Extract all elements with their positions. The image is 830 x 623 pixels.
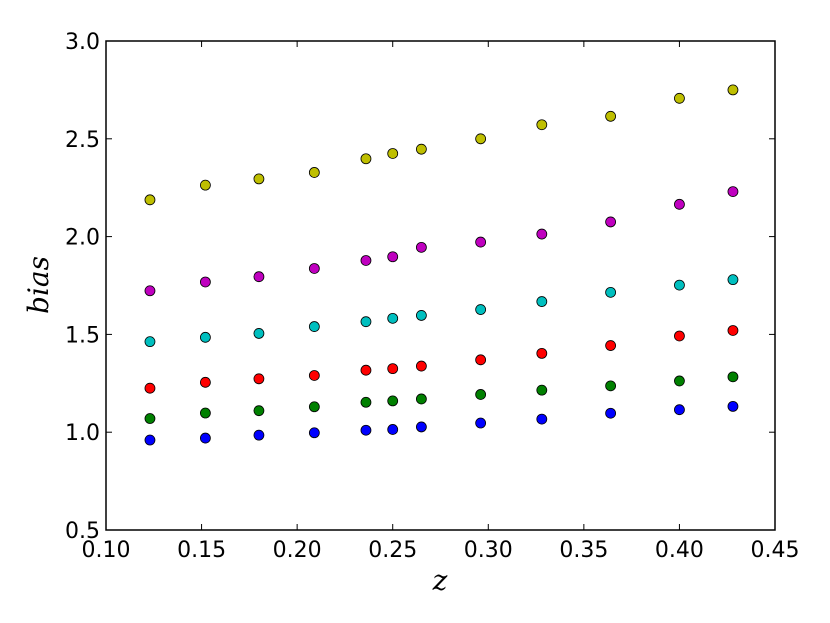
data-point (727, 400, 739, 412)
data-point (199, 276, 211, 288)
x-tick-label: 0.30 (464, 538, 513, 563)
data-point (605, 110, 617, 122)
x-tick-label: 0.10 (82, 538, 131, 563)
y-tick-label: 0.5 (65, 519, 100, 544)
data-point (475, 354, 487, 366)
data-point (253, 429, 265, 441)
y-tick-label: 2.0 (65, 226, 100, 251)
y-tick-label: 3.0 (65, 30, 100, 55)
data-point (199, 331, 211, 343)
data-point (199, 179, 211, 191)
data-point (605, 286, 617, 298)
data-point (415, 143, 427, 155)
data-point (144, 382, 156, 394)
x-tick-label: 0.20 (273, 538, 322, 563)
data-point (387, 424, 399, 435)
data-point (253, 373, 265, 385)
x-tick-label: 0.45 (751, 538, 800, 563)
data-point (415, 360, 427, 372)
data-point (387, 148, 399, 159)
data-point (415, 421, 427, 433)
data-point (674, 279, 685, 291)
data-point (253, 328, 265, 339)
data-point (475, 304, 487, 315)
data-point (144, 434, 156, 446)
data-point (360, 316, 372, 328)
data-point (199, 407, 211, 419)
data-point (475, 417, 487, 429)
data-point (536, 347, 548, 359)
data-point (253, 405, 265, 417)
data-point (360, 364, 372, 376)
data-point (360, 153, 372, 165)
x-tick-label: 0.25 (368, 538, 417, 563)
data-point (387, 395, 399, 407)
data-point (727, 325, 739, 336)
data-point (415, 310, 427, 321)
data-point (674, 198, 685, 210)
y-tick-label: 1.0 (65, 421, 100, 446)
data-point (360, 396, 372, 408)
plot-frame (105, 40, 776, 531)
data-point (308, 263, 320, 274)
x-tick-label: 0.40 (655, 538, 704, 563)
x-axis-label: z (432, 564, 448, 597)
data-point (674, 375, 685, 387)
data-point (727, 371, 739, 383)
data-point (536, 296, 548, 307)
data-point (415, 393, 427, 405)
data-point (387, 363, 399, 375)
data-point (360, 255, 372, 266)
data-point (144, 194, 156, 206)
data-point (475, 133, 487, 145)
data-point (308, 401, 320, 413)
data-point (605, 216, 617, 228)
data-point (387, 251, 399, 263)
data-point (536, 413, 548, 425)
data-point (360, 424, 372, 436)
data-point (536, 384, 548, 396)
x-tick-label: 0.35 (559, 538, 608, 563)
data-point (199, 376, 211, 388)
x-tick-label: 0.15 (177, 538, 226, 563)
data-point (387, 312, 399, 324)
data-point (727, 84, 739, 96)
data-point (536, 119, 548, 131)
data-point (415, 241, 427, 253)
tick-labels-layer: 0.10 0.15 0.20 0.25 0.30 0.35 0.40 0.45 0.5 1.0 1.… (65, 30, 799, 563)
data-point (308, 427, 320, 439)
y-axis-label: bias (22, 256, 55, 314)
data-point (144, 285, 156, 297)
data-point (475, 236, 487, 248)
data-point (674, 92, 685, 104)
points-layer (144, 84, 739, 446)
data-point (199, 432, 211, 444)
data-point (727, 274, 739, 286)
data-point (605, 380, 617, 392)
data-point (727, 186, 739, 198)
data-point (144, 413, 156, 424)
data-point (605, 340, 617, 351)
y-tick-label: 2.5 (65, 128, 100, 153)
data-point (253, 271, 265, 283)
data-point (144, 336, 156, 348)
data-point (253, 173, 265, 185)
data-point (536, 228, 548, 240)
data-point (308, 370, 320, 381)
data-point (308, 321, 320, 332)
data-point (308, 167, 320, 178)
data-point (674, 404, 685, 416)
data-point (605, 407, 617, 419)
data-point (475, 389, 487, 400)
y-tick-label: 1.5 (65, 323, 100, 348)
data-point (674, 330, 685, 342)
